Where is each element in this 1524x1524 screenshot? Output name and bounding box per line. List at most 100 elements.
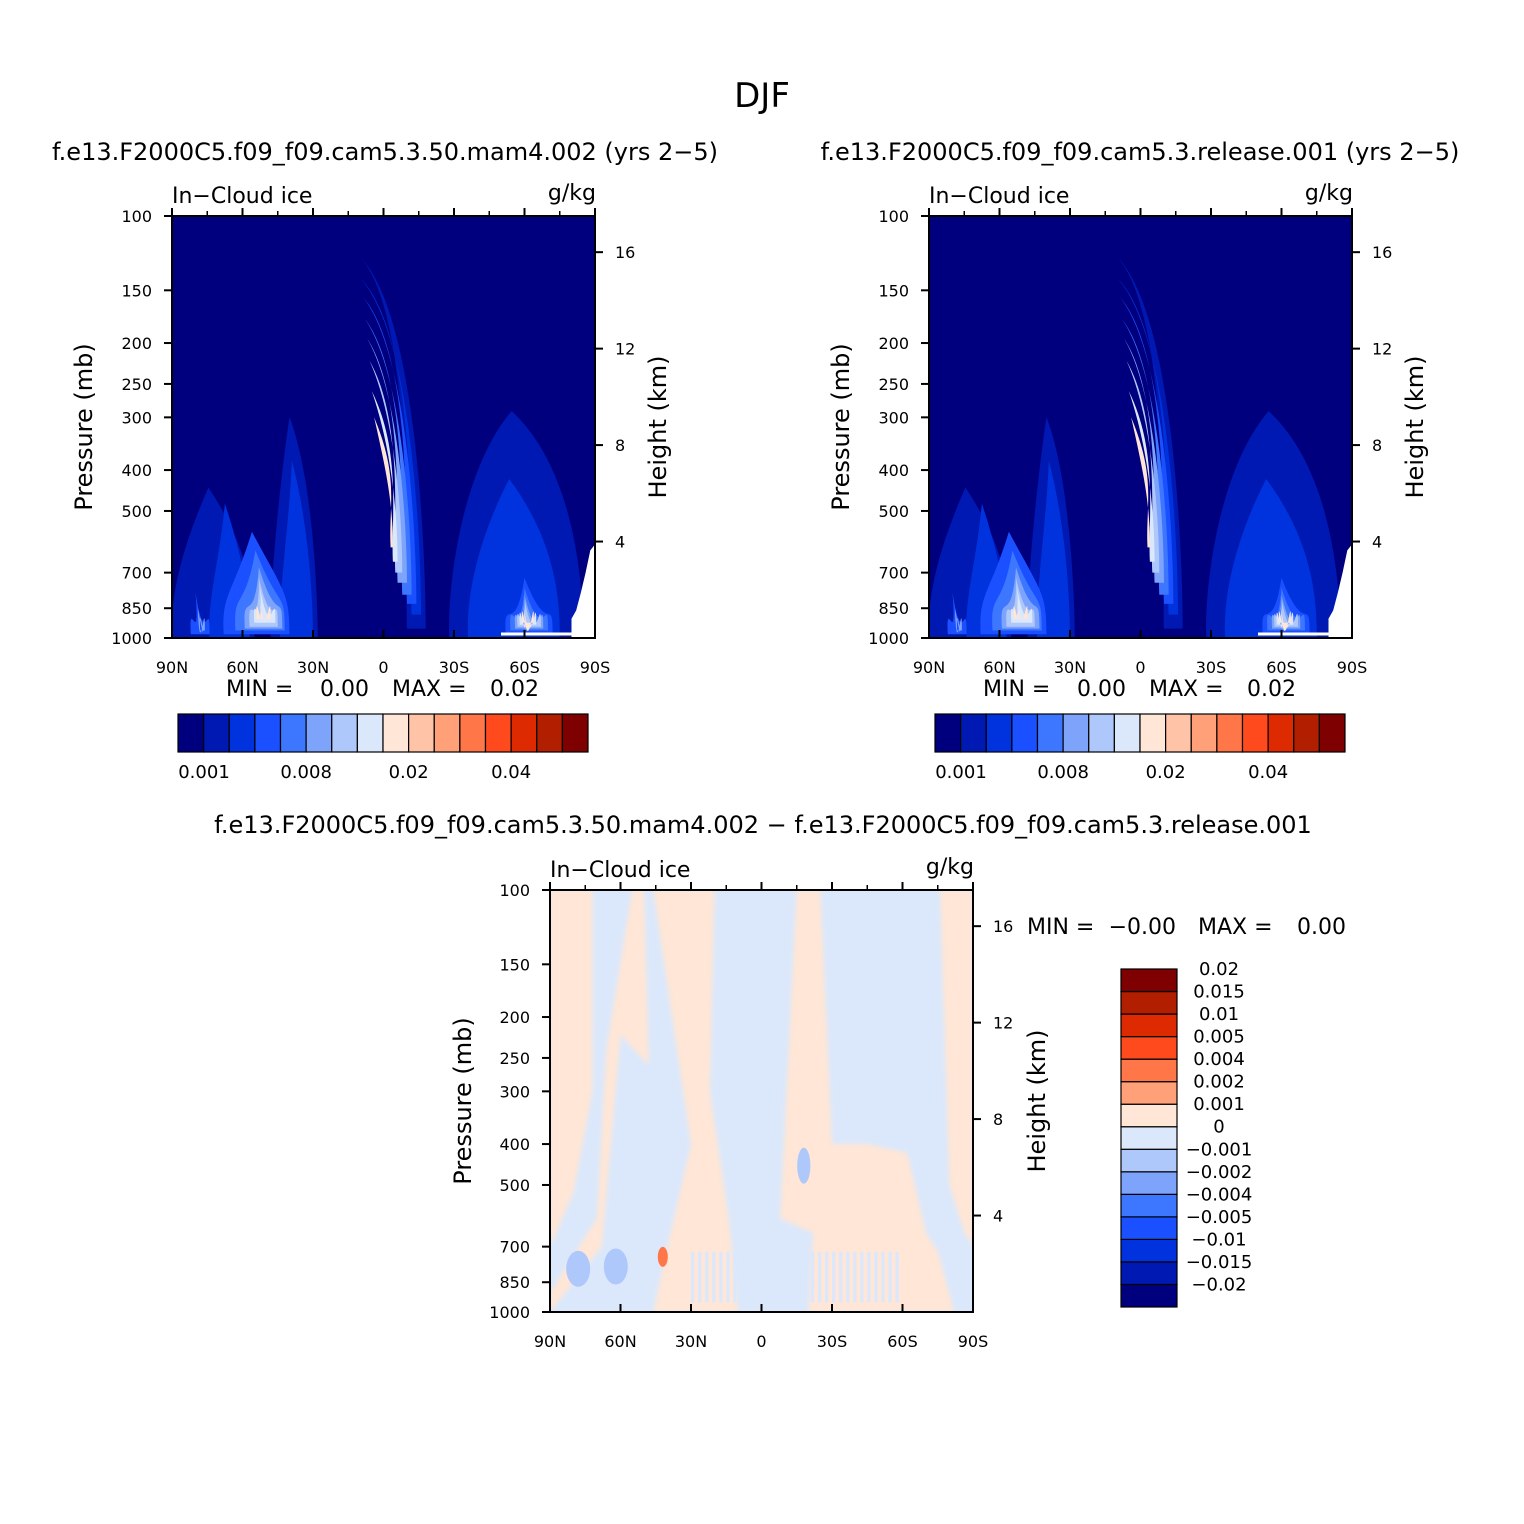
contour-north-level-8: [1013, 594, 1028, 620]
contour-tropics-level-6: [1126, 360, 1160, 573]
x-tick-label: 90S: [958, 1332, 989, 1351]
height-tick-label: 12: [993, 1014, 1013, 1033]
contour-south-level-8: [521, 608, 534, 631]
y-tick-label: 1000: [489, 1303, 530, 1322]
contour-north-cell-level-2: [279, 460, 313, 638]
positive-anomaly-region-5: [902, 890, 973, 1247]
contour-tropics-level-4: [1121, 318, 1169, 595]
colorbar-tick-label: 0.001: [178, 762, 230, 783]
plot-frame: [171, 215, 596, 639]
x-tick-label: 90N: [156, 658, 188, 677]
colorbar-swatch: [203, 713, 230, 753]
surface-noise-stripe: [775, 1251, 779, 1303]
surface-noise-stripe: [747, 1251, 751, 1303]
contour-south-level-6: [1274, 599, 1298, 627]
y-tick-label: 700: [121, 564, 152, 583]
colorbar-swatch: [382, 713, 410, 753]
colorbar-swatch: [1036, 713, 1064, 753]
colorbar-tick-label: 0.02: [1146, 762, 1186, 783]
y-tick-label: 700: [878, 564, 909, 583]
panel-2-max-value: 0.02: [1247, 677, 1296, 702]
panel-1-variable-label: In−Cloud ice: [172, 184, 312, 209]
colorbar-swatch: [1120, 1081, 1178, 1105]
orography-mask: [571, 544, 595, 638]
y-tick-label: 150: [121, 281, 152, 300]
x-tick-label: 90N: [913, 658, 945, 677]
y-tick-label: 500: [121, 502, 152, 521]
colorbar-swatch: [561, 713, 589, 753]
y-tick-label: 300: [121, 408, 152, 427]
panel-3-min-value: −0.00: [1109, 915, 1176, 940]
x-tick-label: 30S: [1196, 658, 1227, 677]
panel-1-stats: MIN = 0.00 MAX = 0.02: [226, 677, 539, 702]
y-tick-label: 150: [878, 281, 909, 300]
contour-north-level-7: [1010, 587, 1033, 623]
y-tick-label: 400: [878, 461, 909, 480]
panel-3-heading: f.e13.F2000C5.f09_f09.cam5.3.50.mam4.002…: [214, 811, 1312, 839]
contour-north-level-8: [256, 594, 271, 620]
x-tick-label: 30S: [439, 658, 470, 677]
x-tick-label: 30N: [675, 1332, 707, 1351]
x-tick-label: 60S: [1266, 658, 1297, 677]
contour-tropics-level-4: [364, 318, 412, 595]
colorbar-tick-label: 0.001: [935, 762, 987, 783]
panel-3-variable-label: In−Cloud ice: [550, 858, 690, 883]
y-tick-label: 500: [878, 502, 909, 521]
surface-noise-stripe: [789, 1251, 793, 1303]
height-tick-label: 8: [993, 1110, 1003, 1129]
colorbar-tick-label: 0.015: [1193, 982, 1245, 1003]
surface-noise-stripe: [803, 1251, 808, 1303]
panel-3: f.e13.F2000C5.f09_f09.cam5.3.50.mam4.002…: [214, 811, 1346, 1351]
colorbar-swatch: [960, 713, 987, 753]
contour-tropics-level-7: [371, 391, 398, 562]
y-tick-label: 250: [499, 1049, 530, 1068]
surface-noise-stripe: [846, 1251, 850, 1303]
x-tick-label: 30N: [1054, 658, 1086, 677]
contour-south-level-2: [467, 479, 560, 638]
colorbar-tick-label: 0.008: [280, 762, 332, 783]
panel-1-max-value: 0.02: [490, 677, 539, 702]
colorbar-swatch: [1241, 713, 1269, 753]
panel-2-right-axis-title: Height (km): [1401, 356, 1429, 499]
surface-noise-stripe: [726, 1251, 730, 1303]
contour-north-level-7: [253, 587, 276, 623]
contour-tropics-level-5: [367, 338, 407, 583]
colorbar-tick-label: 0.04: [1248, 762, 1288, 783]
plot-frame: [549, 889, 974, 1313]
colorbar-swatch: [1120, 1148, 1178, 1173]
panel-2-min-value: 0.00: [1077, 677, 1126, 702]
colorbar-swatch: [1139, 713, 1167, 753]
panel-2-colorbar: 0.001 0.008 0.02 0.04: [934, 713, 1346, 783]
surface-noise-stripe: [782, 1251, 786, 1303]
positive-anomaly-blob: [657, 1246, 668, 1267]
surface-noise-stripe: [839, 1251, 843, 1303]
height-tick-label: 16: [1372, 243, 1392, 262]
colorbar-tick-label: 0.002: [1193, 1072, 1245, 1093]
y-tick-label: 200: [878, 334, 909, 353]
positive-anomaly-region-3: [653, 890, 738, 1312]
colorbar-swatch: [1120, 1103, 1178, 1128]
panel-3-stats: MIN = −0.00 MAX = 0.00: [1027, 915, 1346, 940]
panel-1-left-axis-title: Pressure (mb): [70, 343, 98, 510]
panel-1-min-label: MIN =: [226, 677, 293, 702]
height-tick-label: 4: [1372, 533, 1382, 552]
contour-polar-feature-core: [954, 608, 962, 633]
colorbar-tick-label: −0.01: [1191, 1229, 1246, 1250]
surface-noise-stripe: [719, 1251, 723, 1303]
panel-1-heading: f.e13.F2000C5.f09_f09.cam5.3.50.mam4.002…: [52, 138, 718, 166]
colorbar-swatch: [1190, 713, 1218, 753]
height-tick-label: 16: [615, 243, 635, 262]
x-tick-label: 60N: [226, 658, 258, 677]
panel-2-variable-label: In−Cloud ice: [929, 184, 1069, 209]
colorbar-swatch: [1088, 713, 1115, 753]
colorbar-swatch: [510, 713, 538, 753]
colorbar-tick-label: −0.004: [1186, 1184, 1253, 1205]
colorbar-swatch: [934, 713, 962, 753]
y-tick-label: 400: [121, 461, 152, 480]
x-tick-label: 0: [1135, 658, 1145, 677]
colorbar-swatch: [1120, 1058, 1178, 1083]
colorbar-tick-label: −0.015: [1186, 1252, 1253, 1273]
y-tick-label: 1000: [111, 629, 152, 648]
y-tick-label: 500: [499, 1176, 530, 1195]
